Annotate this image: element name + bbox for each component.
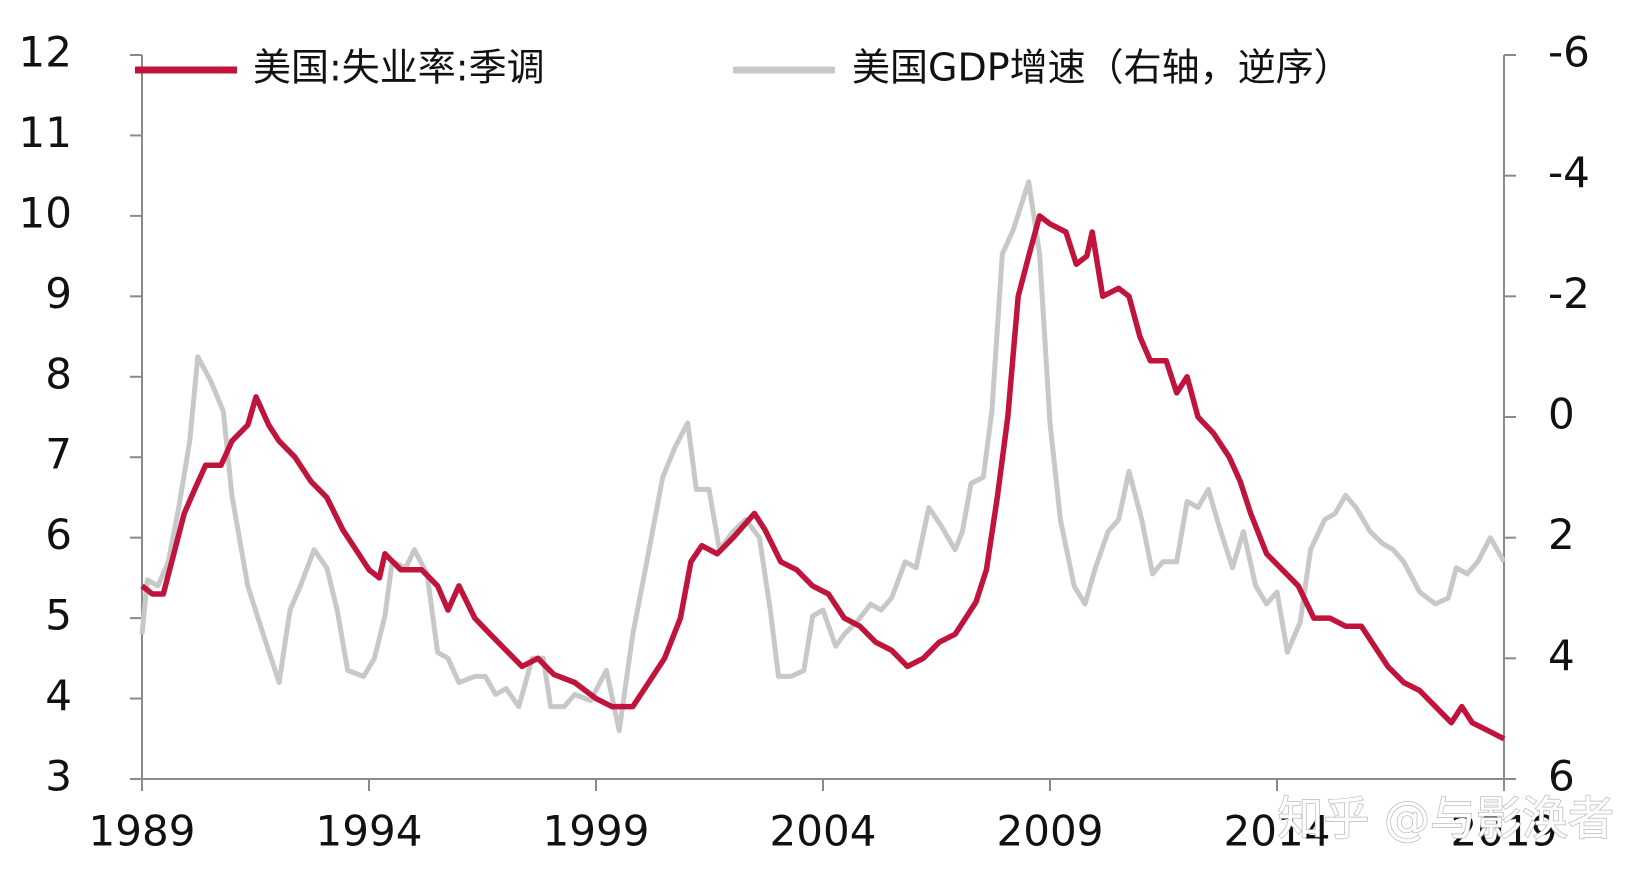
y2-tick-label: -4: [1548, 148, 1590, 197]
x-tick-label: 2004: [770, 807, 877, 856]
watermark: 知乎 @与影涣者: [1277, 792, 1614, 846]
y2-tick-label: 2: [1548, 510, 1575, 559]
y-tick-label: 7: [45, 430, 72, 479]
y2-tick-label: -6: [1548, 28, 1590, 77]
x-tick-label: 2014: [1224, 807, 1331, 856]
y-tick-label: 10: [19, 188, 72, 237]
y2-tick-label: 4: [1548, 631, 1575, 680]
legend-label: 美国:失业率:季调: [253, 46, 545, 90]
y-tick-label: 3: [45, 752, 72, 801]
x-tick-label: 2019: [1451, 807, 1558, 856]
legend-label: 美国GDP增速（右轴，逆序）: [852, 46, 1352, 90]
y-tick-label: 11: [19, 108, 72, 157]
y-tick-label: 6: [45, 510, 72, 559]
x-tick-label: 1994: [316, 807, 423, 856]
series-line: [140, 213, 1506, 742]
x-tick-label: 1989: [89, 807, 196, 856]
x-tick-label: 1999: [543, 807, 650, 856]
y2-tick-label: -2: [1548, 269, 1590, 318]
y-tick-label: 4: [45, 671, 72, 720]
x-tick-label: 2009: [997, 807, 1104, 856]
y-tick-label: 8: [45, 349, 72, 398]
y-tick-label: 9: [45, 269, 72, 318]
y2-tick-label: 6: [1548, 752, 1575, 801]
y-tick-label: 12: [19, 28, 72, 77]
series-line: [139, 179, 1507, 734]
y-tick-label: 5: [45, 591, 72, 640]
y2-tick-label: 0: [1548, 390, 1575, 439]
